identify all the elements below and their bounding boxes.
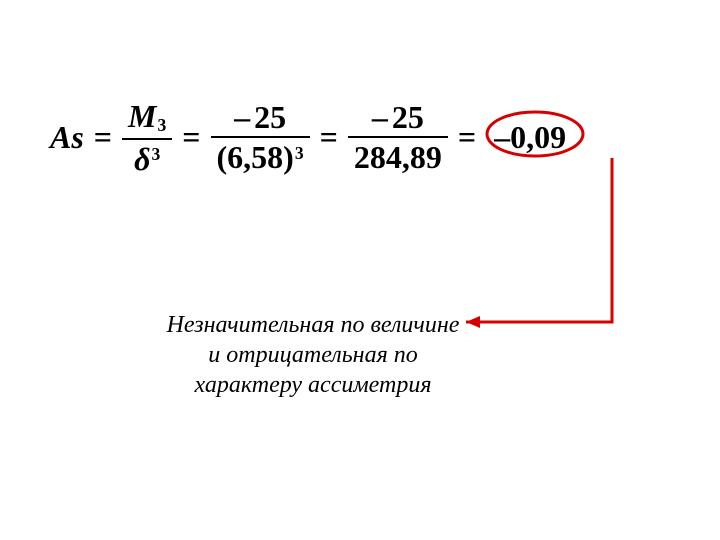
caption-line-1: Незначительная по величине <box>167 312 460 338</box>
minus-result: – <box>494 119 510 155</box>
fraction-1-bar <box>122 138 172 140</box>
fraction-1-numerator: M3 <box>122 98 172 137</box>
num-25-a: 25 <box>254 99 286 135</box>
result: –0,09 <box>494 119 566 155</box>
delta-superscript: 3 <box>151 144 160 164</box>
fraction-2: –25 (6,58)3 <box>211 99 310 175</box>
minus-1: – <box>234 99 250 135</box>
slide: As = M3 δ3 = –25 (6,58)3 = <box>0 0 720 540</box>
caption-line-3: характеру ассиметрия <box>194 372 431 398</box>
fraction-3-numerator: –25 <box>366 99 430 135</box>
fraction-1: M3 δ3 <box>122 98 172 177</box>
equals-2: = <box>182 121 200 153</box>
fraction-2-numerator: –25 <box>228 99 292 135</box>
paren-close: ) <box>283 139 294 175</box>
fraction-1-denominator: δ3 <box>128 141 166 177</box>
num-25-b: 25 <box>392 99 424 135</box>
moment-subscript: 3 <box>157 115 166 135</box>
den-exponent-3: 3 <box>295 143 304 163</box>
formula-lhs: As <box>50 121 84 153</box>
fraction-3-denominator: 284,89 <box>348 139 448 175</box>
callout-arrow-icon <box>0 0 720 540</box>
equals-4: = <box>458 121 476 153</box>
result-wrap: –0,09 <box>486 117 574 157</box>
equals-1: = <box>94 121 112 153</box>
equals-3: = <box>320 121 338 153</box>
formula: As = M3 δ3 = –25 (6,58)3 = <box>50 98 574 177</box>
den-6-58: 6,58 <box>227 139 283 175</box>
result-value: 0,09 <box>510 119 566 155</box>
caption: Незначительная по величине и отрицательн… <box>153 310 473 400</box>
minus-2: – <box>372 99 388 135</box>
paren-open: ( <box>217 139 228 175</box>
fraction-2-denominator: (6,58)3 <box>211 139 310 175</box>
caption-line-2: и отрицательная по <box>208 342 417 368</box>
fraction-2-bar <box>211 136 310 138</box>
moment-symbol: M <box>128 98 156 134</box>
fraction-3-bar <box>348 136 448 138</box>
den-284-89: 284,89 <box>354 139 442 175</box>
delta-symbol: δ <box>134 141 150 177</box>
fraction-3: –25 284,89 <box>348 99 448 175</box>
